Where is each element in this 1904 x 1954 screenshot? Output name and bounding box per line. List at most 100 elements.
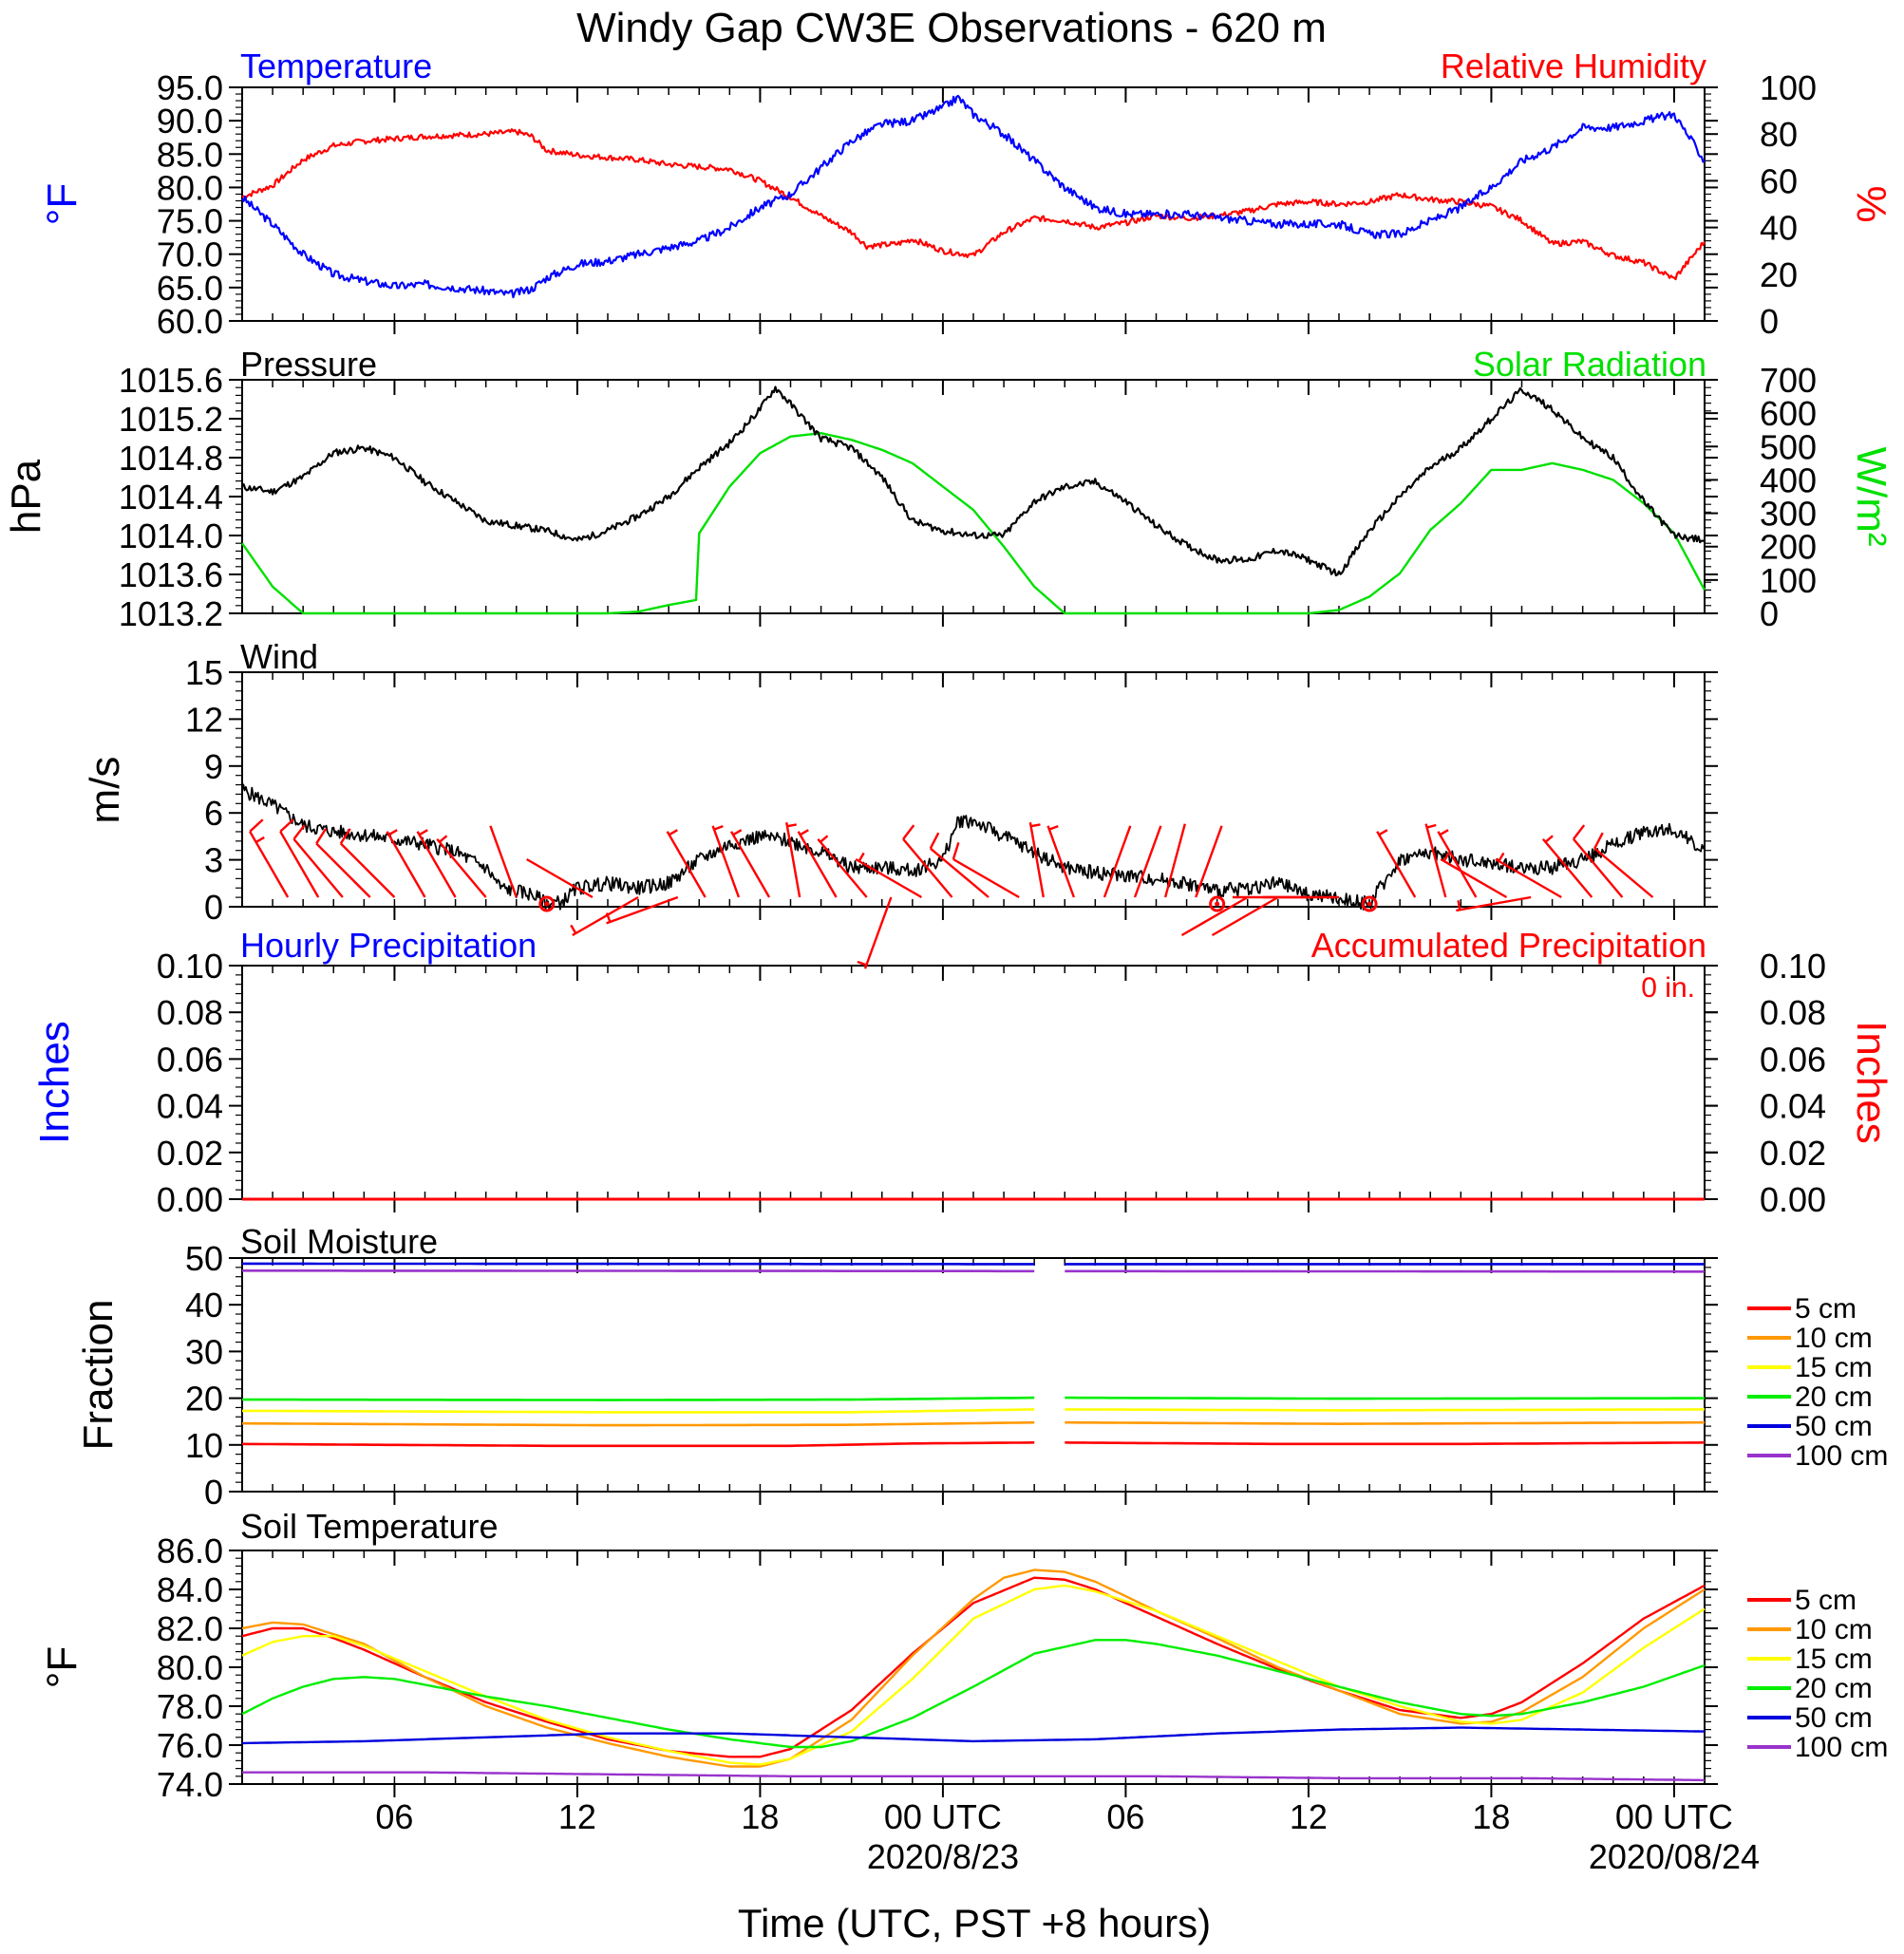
y-tick-label: 80.0 bbox=[157, 1648, 223, 1687]
x-tick-label: 18 bbox=[741, 1797, 779, 1836]
y-tick-label: 0.08 bbox=[157, 993, 223, 1032]
wind-barb bbox=[436, 835, 487, 898]
solar-title: Solar Radiation bbox=[1473, 345, 1706, 384]
wind-barb bbox=[730, 829, 771, 898]
soil-temp-line-100cm bbox=[242, 1771, 1705, 1782]
soil-moisture-line-10cm bbox=[242, 1420, 1705, 1427]
y-tick-label: 1015.6 bbox=[119, 361, 223, 400]
wind-barb bbox=[292, 824, 344, 898]
soil-temp-line-50cm bbox=[241, 1726, 1705, 1745]
x-axis-label: Time (UTC, PST +8 hours) bbox=[738, 1901, 1211, 1945]
y-tick-label: 20 bbox=[185, 1380, 223, 1419]
accum-precip-total: 0 in. bbox=[1641, 972, 1695, 1004]
humidity-line bbox=[241, 128, 1706, 281]
soil-temp-title: Soil Temperature bbox=[240, 1507, 498, 1546]
wind-barb bbox=[797, 829, 838, 898]
wind-barb bbox=[1195, 825, 1223, 898]
wind-barb bbox=[855, 852, 923, 899]
y-tick-label: 1014.8 bbox=[119, 439, 223, 478]
right-tick-label: 0.06 bbox=[1760, 1040, 1826, 1079]
solar-line bbox=[241, 432, 1706, 615]
x-tick-label: 06 bbox=[375, 1797, 413, 1836]
y-tick-label: 84.0 bbox=[157, 1570, 223, 1609]
y-tick-label: 0.06 bbox=[157, 1040, 223, 1079]
humidity-unit: % bbox=[1848, 185, 1895, 222]
y-tick-label: 75.0 bbox=[157, 202, 223, 241]
calm-wind-dot bbox=[544, 901, 550, 907]
precip-frame bbox=[241, 965, 1706, 1200]
temperature-unit: °F bbox=[39, 183, 85, 225]
data-series bbox=[241, 94, 1706, 1782]
right-tick-label: 500 bbox=[1760, 427, 1817, 466]
wind-barb bbox=[416, 829, 457, 898]
soil-temp-unit: °F bbox=[39, 1646, 85, 1688]
solar-unit: W/m² bbox=[1848, 446, 1895, 546]
soil-moisture-line-5cm bbox=[241, 1441, 1706, 1448]
wind-barb bbox=[249, 818, 290, 898]
soil-moisture-title: Soil Moisture bbox=[240, 1222, 438, 1261]
right-tick-label: 100 bbox=[1760, 68, 1817, 107]
wind-barb bbox=[857, 896, 893, 969]
legend-label: 20 cm bbox=[1795, 1381, 1873, 1413]
right-tick-label: 60 bbox=[1760, 161, 1798, 200]
wind-barb bbox=[1103, 825, 1132, 898]
right-tick-label: 0 bbox=[1760, 302, 1779, 341]
wind-barb bbox=[279, 818, 320, 898]
x-tick-label: 12 bbox=[558, 1797, 596, 1836]
right-tick-label: 40 bbox=[1760, 209, 1798, 248]
legend-label: 15 cm bbox=[1795, 1644, 1873, 1675]
wind-barb bbox=[339, 828, 396, 898]
legend-label: 10 cm bbox=[1795, 1323, 1873, 1354]
wind-unit: m/s bbox=[82, 757, 128, 824]
y-tick-label: 1014.4 bbox=[119, 478, 223, 517]
legend-label: 50 cm bbox=[1795, 1411, 1873, 1442]
calm-wind-marker bbox=[1209, 895, 1226, 912]
legend-label: 10 cm bbox=[1795, 1614, 1873, 1645]
y-tick-label: 80.0 bbox=[157, 168, 223, 207]
wind-barb bbox=[1424, 823, 1447, 898]
y-tick-label: 0.04 bbox=[157, 1087, 223, 1126]
y-tick-label: 1013.6 bbox=[119, 555, 223, 594]
wind-barb bbox=[1440, 852, 1508, 899]
wind-barb bbox=[929, 832, 990, 898]
wind-barb bbox=[1046, 825, 1076, 898]
wind-barb bbox=[1456, 895, 1532, 912]
pressure-solar-frame bbox=[241, 379, 1706, 614]
wind-barb bbox=[952, 842, 1020, 899]
hourly-precip-title: Hourly Precipitation bbox=[240, 926, 537, 965]
x-tick-label: 12 bbox=[1290, 1797, 1328, 1836]
wind-barb bbox=[1437, 829, 1478, 898]
y-tick-label: 40 bbox=[185, 1286, 223, 1325]
wind-barb bbox=[666, 829, 707, 898]
soil-temp-line-5cm bbox=[241, 1576, 1706, 1758]
pressure-title: Pressure bbox=[240, 345, 377, 384]
right-tick-label: 0.08 bbox=[1760, 993, 1826, 1032]
y-tick-label: 1015.2 bbox=[119, 400, 223, 439]
y-tick-label: 86.0 bbox=[157, 1531, 223, 1570]
right-tick-label: 400 bbox=[1760, 460, 1817, 499]
right-tick-label: 700 bbox=[1760, 361, 1817, 400]
y-tick-label: 1014.0 bbox=[119, 517, 223, 555]
wind-speed-line bbox=[241, 783, 1706, 911]
humidity-title: Relative Humidity bbox=[1441, 47, 1706, 85]
legend-label: 20 cm bbox=[1795, 1673, 1873, 1704]
wind-barb bbox=[1211, 895, 1279, 937]
soil-moisture-line-15cm bbox=[242, 1408, 1705, 1414]
legend-label: 100 cm bbox=[1795, 1440, 1888, 1472]
wind-barb bbox=[489, 825, 518, 898]
y-tick-label: 0 bbox=[204, 1473, 223, 1512]
right-tick-label: 80 bbox=[1760, 115, 1798, 154]
temperature-line bbox=[241, 94, 1706, 299]
calm-wind-dot bbox=[1215, 901, 1220, 907]
y-tick-label: 85.0 bbox=[157, 135, 223, 174]
y-tick-label: 90.0 bbox=[157, 102, 223, 141]
right-tick-label: 300 bbox=[1760, 495, 1817, 534]
wind-barb bbox=[1163, 823, 1186, 898]
y-tick-label: 6 bbox=[204, 794, 223, 833]
right-tick-label: 200 bbox=[1760, 528, 1817, 567]
y-tick-label: 9 bbox=[204, 747, 223, 786]
soil-moisture-line-50cm bbox=[242, 1262, 1705, 1266]
